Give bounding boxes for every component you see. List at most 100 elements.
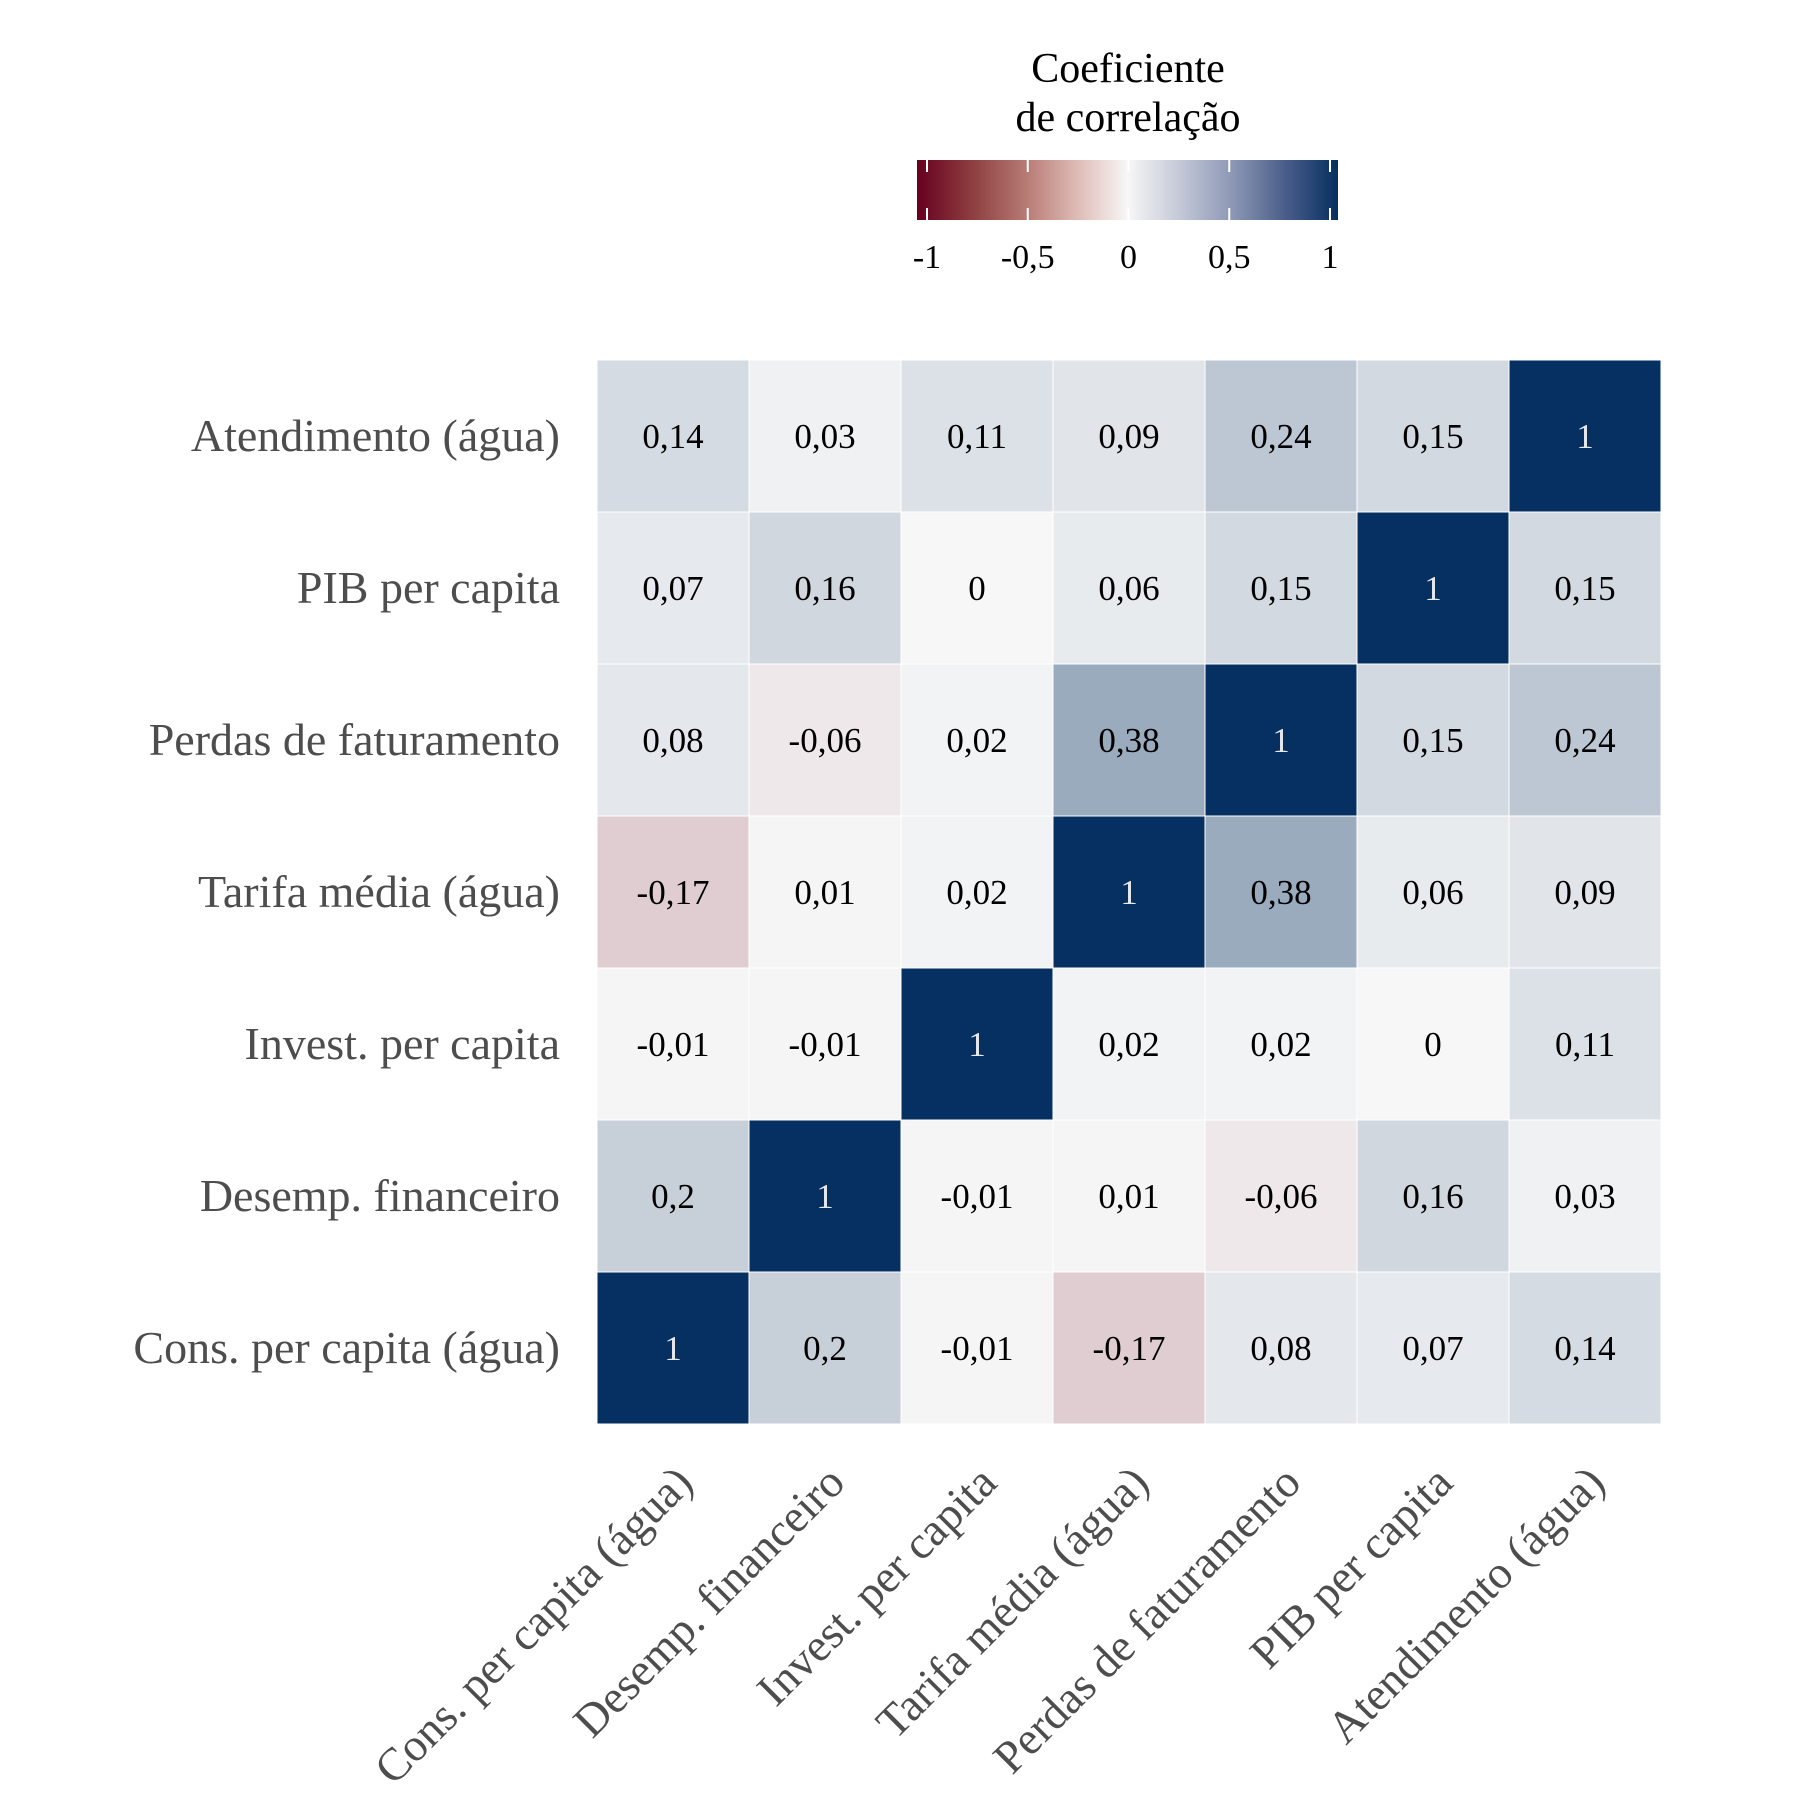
- cell-value-label: 0,09: [1098, 417, 1159, 456]
- cell-value-label: 0,15: [1250, 569, 1311, 608]
- cell-value-label: 0,02: [946, 721, 1007, 760]
- cell-value-label: 0,03: [794, 417, 855, 456]
- cell-value-label: 1: [968, 1025, 986, 1064]
- heatmap-cell: [596, 815, 750, 969]
- heatmap-cell: [900, 511, 1054, 665]
- heatmap-cell: [1356, 511, 1510, 665]
- x-tick-label: Tarifa média (água): [866, 1456, 1158, 1748]
- heatmap-cell: [1508, 359, 1662, 513]
- heatmap-cell: [748, 1119, 902, 1273]
- cell-value-label: 0,15: [1554, 569, 1615, 608]
- heatmap-cell: [596, 1271, 750, 1425]
- heatmap-cell: [1356, 967, 1510, 1121]
- heatmap-cell: [1508, 511, 1662, 665]
- legend-tick-label: 0,5: [1208, 239, 1251, 276]
- y-tick-label: Atendimento (água): [191, 410, 560, 461]
- cell-value-label: -0,01: [941, 1177, 1014, 1216]
- legend-tick-label: -1: [913, 239, 941, 276]
- cell-value-label: -0,17: [1093, 1329, 1166, 1368]
- cell-value-label: 0,11: [1555, 1025, 1615, 1064]
- heatmap-cell: [1356, 1271, 1510, 1425]
- cell-value-label: 0,07: [642, 569, 703, 608]
- heatmap-cell: [1052, 359, 1206, 513]
- cell-value-label: 0,02: [946, 873, 1007, 912]
- cell-value-label: 0,01: [1098, 1177, 1159, 1216]
- x-tick-label: Desemp. financeiro: [563, 1456, 854, 1747]
- y-tick-label: Tarifa média (água): [198, 866, 560, 917]
- cell-value-label: 0,14: [642, 417, 703, 456]
- heatmap-cell: [748, 511, 902, 665]
- heatmap-cell: [900, 1271, 1054, 1425]
- heatmap-cell: [1052, 815, 1206, 969]
- legend-ticks: -1 -0,5 0 0,5 1: [913, 160, 1339, 276]
- heatmap-cell: [748, 663, 902, 817]
- legend-tick-label: -0,5: [1001, 239, 1055, 276]
- cell-value-label: 0: [1424, 1025, 1442, 1064]
- heatmap-cell: [1204, 663, 1358, 817]
- y-tick-label: Perdas de faturamento: [149, 714, 560, 765]
- cell-value-label: 0: [968, 569, 986, 608]
- heatmap-cell: [748, 815, 902, 969]
- cell-value-label: 0,11: [947, 417, 1007, 456]
- heatmap-cell: [1204, 967, 1358, 1121]
- cell-value-label: 0,07: [1402, 1329, 1463, 1368]
- cell-value-label: 1: [664, 1329, 682, 1368]
- cell-value-label: 0,06: [1098, 569, 1159, 608]
- y-tick-label: Desemp. financeiro: [200, 1170, 560, 1221]
- cell-value-label: -0,01: [637, 1025, 710, 1064]
- heatmap-cell: [596, 1119, 750, 1273]
- cell-value-label: 1: [1272, 721, 1290, 760]
- heatmap-cell: [900, 967, 1054, 1121]
- heatmap-cell: [900, 1119, 1054, 1273]
- legend-title-line-2: de correlação: [1016, 95, 1241, 141]
- x-tick-label: Perdas de faturamento: [983, 1456, 1310, 1783]
- cell-value-label: 0,01: [794, 873, 855, 912]
- heatmap-cell: [1356, 663, 1510, 817]
- cell-value-label: -0,01: [941, 1329, 1014, 1368]
- heatmap-cell: [1356, 1119, 1510, 1273]
- cell-value-label: 0,16: [794, 569, 855, 608]
- y-tick-label: PIB per capita: [297, 562, 560, 613]
- cell-value-label: 0,38: [1098, 721, 1159, 760]
- y-tick-label: Invest. per capita: [245, 1018, 560, 1069]
- cell-value-label: 0,02: [1098, 1025, 1159, 1064]
- cell-value-label: 0,24: [1554, 721, 1615, 760]
- heatmap-cell: [1508, 1119, 1662, 1273]
- heatmap-cell: [900, 663, 1054, 817]
- heatmap-cell: [900, 359, 1054, 513]
- cell-value-label: 0,24: [1250, 417, 1311, 456]
- heatmap-cell: [1204, 511, 1358, 665]
- cell-value-label: 0,02: [1250, 1025, 1311, 1064]
- legend-title-line-1: Coeficiente: [1031, 46, 1225, 92]
- cell-value-label: 1: [1424, 569, 1442, 608]
- cell-value-label: 0,16: [1402, 1177, 1463, 1216]
- cell-value-label: -0,01: [789, 1025, 862, 1064]
- cell-value-label: 0,15: [1402, 417, 1463, 456]
- cell-value-label: 0,08: [642, 721, 703, 760]
- y-tick-label: Cons. per capita (água): [133, 1322, 560, 1373]
- heatmap-cell: [1508, 815, 1662, 969]
- heatmap-cells: 0,14 0,03 0,11 0,09 0,24 0,15 1 0,07 0,16 0 0,06 0,…: [596, 359, 1662, 1425]
- x-axis-labels: Cons. per capita (água)Desemp. financeir…: [364, 1456, 1614, 1794]
- cell-value-label: 1: [1576, 417, 1594, 456]
- heatmap-cell: [748, 1271, 902, 1425]
- heatmap-cell: [1204, 1271, 1358, 1425]
- heatmap-cell: [1052, 967, 1206, 1121]
- cell-value-label: 0,06: [1402, 873, 1463, 912]
- color-legend: Coeficiente de correlação -1 -0,5 0 0,5 1: [913, 46, 1339, 276]
- cell-value-label: 0,38: [1250, 873, 1311, 912]
- cell-value-label: -0,17: [637, 873, 710, 912]
- cell-value-label: 0,15: [1402, 721, 1463, 760]
- x-tick-label: Atendimento (água): [1317, 1456, 1614, 1753]
- heatmap-cell: [748, 967, 902, 1121]
- cell-value-label: 0,08: [1250, 1329, 1311, 1368]
- legend-tick-label: 1: [1322, 239, 1339, 276]
- cell-value-label: -0,06: [1245, 1177, 1318, 1216]
- heatmap-cell: [1052, 1271, 1206, 1425]
- heatmap-cell: [1052, 1119, 1206, 1273]
- cell-value-label: 0,2: [651, 1177, 695, 1216]
- cell-value-label: 0,14: [1554, 1329, 1615, 1368]
- heatmap-cell: [596, 663, 750, 817]
- heatmap-cell: [1052, 511, 1206, 665]
